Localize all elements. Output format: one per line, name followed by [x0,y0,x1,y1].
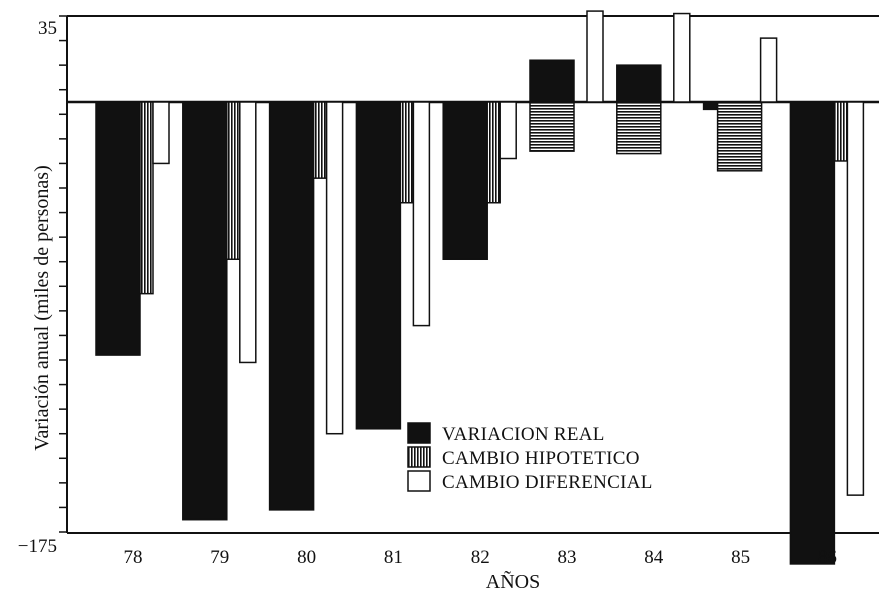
bar-cambio-hipotetico-80 [312,101,328,179]
bar-cambio-hipotetico-84 [616,101,662,155]
x-tick-label-86: 86 [818,547,837,568]
bar-variacion-real-79 [182,101,228,521]
bar-cambio-hipotetico-78 [139,101,154,295]
legend-label-cambio-diferencial: CAMBIO DIFERENCIAL [442,472,653,493]
bar-cambio-diferencial-78 [152,101,170,165]
bar-variacion-real-80 [268,101,315,511]
bar-cambio-diferencial-83 [586,10,604,103]
x-axis-title: AÑOS [486,569,540,593]
y-axis-title: Variación anual (miles de personas) [31,165,53,450]
bar-cambio-hipotetico-81 [399,101,415,204]
x-tick-label-82: 82 [471,547,490,568]
x-tick-label-81: 81 [384,547,403,568]
bar-variacion-real-81 [355,101,402,430]
y-tick-label-top: 35 [38,18,57,39]
x-axis-tick-labels: 78 79 80 81 82 83 84 85 86 [124,547,837,568]
bar-cambio-hipotetico-82 [486,101,501,204]
x-tick-label-79: 79 [210,547,229,568]
x-tick-label-78: 78 [124,547,143,568]
legend-swatch-cambio-hipotetico [407,446,431,468]
x-tick-label-85: 85 [731,547,750,568]
x-tick-label-84: 84 [644,547,664,568]
bar-cambio-diferencial-86 [846,101,865,496]
bar-variacion-real-83 [529,59,575,103]
legend-label-variacion-real: VARIACION REAL [442,424,605,445]
legend-swatch-variacion-real [407,422,431,444]
bar-variacion-real-82 [442,101,488,261]
x-tick-label-80: 80 [297,547,316,568]
bar-cambio-hipotetico-79 [226,101,241,261]
legend-swatch-cambio-diferencial [407,470,431,492]
bar-cambio-hipotetico-85 [716,101,763,172]
bar-cambio-diferencial-79 [239,101,257,364]
bar-cambio-diferencial-84 [673,12,691,103]
bar-cambio-diferencial-82 [499,101,517,160]
x-tick-label-83: 83 [558,547,577,568]
bar-cambio-hipotetico-83 [529,101,575,152]
bar-cambio-diferencial-85 [759,37,778,103]
legend-label-cambio-hipotetico: CAMBIO HIPOTETICO [442,448,640,469]
legend: VARIACION REAL CAMBIO HIPOTETICO CAMBIO … [407,422,653,493]
bar-series [95,10,865,565]
bar-cambio-hipotetico-86 [833,101,849,162]
y-tick-label-bottom: −175 [18,536,57,557]
bar-variacion-real-78 [95,101,141,356]
y-axis-ticks [59,15,67,533]
bar-cambio-diferencial-81 [412,101,431,327]
bar-variacion-real-84 [616,64,662,103]
bar-variacion-real-86 [789,101,836,565]
bar-cambio-diferencial-80 [325,101,344,435]
